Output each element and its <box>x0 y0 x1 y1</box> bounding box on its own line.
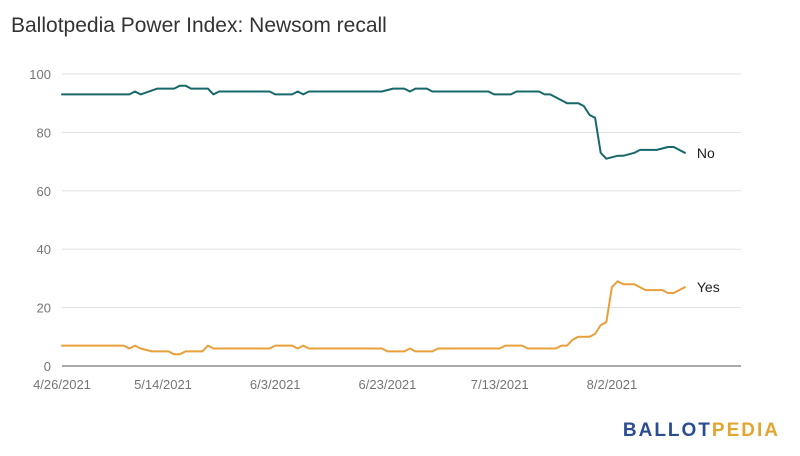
y-axis-tick-labels: 0 20 40 60 80 100 <box>29 67 51 374</box>
series-line-yes <box>61 280 686 356</box>
series-label-no: No <box>697 145 715 161</box>
gridlines <box>62 73 741 367</box>
series-lines <box>61 84 686 356</box>
x-axis-tick-labels: 4/26/2021 5/14/2021 6/3/2021 6/23/2021 7/13/… <box>33 377 637 392</box>
y-tick-label: 40 <box>37 242 51 257</box>
y-tick-label: 60 <box>37 184 51 199</box>
series-label-yes: Yes <box>697 279 720 295</box>
y-tick-label: 0 <box>44 359 51 374</box>
chart-title: Ballotpedia Power Index: Newsom recall <box>11 14 387 37</box>
series-line-no <box>61 84 686 160</box>
y-tick-label: 100 <box>29 67 51 82</box>
series-end-labels: No Yes <box>697 145 720 295</box>
y-tick-label: 20 <box>37 301 51 316</box>
x-tick-label: 6/3/2021 <box>250 377 301 392</box>
x-tick-label: 5/14/2021 <box>134 377 192 392</box>
logo-text-pedia: PEDIA <box>711 420 780 441</box>
logo-text-ballot: BALLOT <box>622 420 712 441</box>
x-tick-label: 6/23/2021 <box>359 377 417 392</box>
x-tick-label: 8/2/2021 <box>587 377 638 392</box>
ballotpedia-logo: BALLOTPEDIA <box>623 420 780 442</box>
x-tick-label: 4/26/2021 <box>33 377 91 392</box>
x-tick-label: 7/13/2021 <box>471 377 529 392</box>
y-tick-label: 80 <box>37 125 51 140</box>
